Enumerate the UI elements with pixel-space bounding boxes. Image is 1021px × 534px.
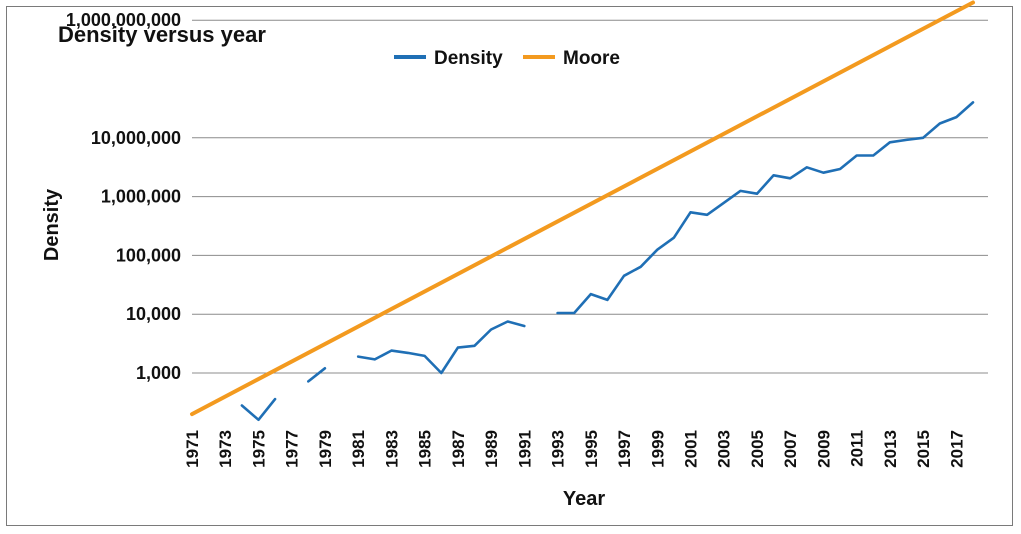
chart-title: Density versus year bbox=[58, 22, 266, 47]
x-tick-label: 1971 bbox=[183, 430, 202, 468]
series-line-density bbox=[556, 101, 975, 315]
x-tick-label: 1987 bbox=[449, 430, 468, 468]
x-tick-label: 2011 bbox=[848, 430, 867, 467]
x-tick-label: 1993 bbox=[549, 430, 568, 468]
x-axis-ticks: 1971 1973 1975 1977 1979 1981 1983 1985 1987 1989… bbox=[183, 430, 966, 468]
y-tick-label: 10,000,000 bbox=[91, 128, 181, 148]
x-tick-label: 1999 bbox=[648, 430, 667, 468]
series-line-density bbox=[356, 320, 526, 375]
x-tick-label: 1997 bbox=[615, 430, 634, 468]
y-tick-label: 10,000 bbox=[126, 304, 181, 324]
x-tick-label: 2009 bbox=[814, 430, 833, 468]
x-tick-label: 1973 bbox=[216, 430, 235, 468]
x-tick-label: 2003 bbox=[715, 430, 734, 468]
x-tick-label: 1985 bbox=[416, 430, 435, 468]
x-axis-label: Year bbox=[563, 488, 605, 510]
x-tick-label: 2005 bbox=[748, 430, 767, 468]
x-tick-label: 2013 bbox=[881, 430, 900, 468]
chart-frame bbox=[6, 6, 1013, 526]
legend: Density Moore bbox=[394, 48, 620, 69]
y-axis-ticks: 1,000 10,000 100,000 1,000,000 10,000,000 1,0… bbox=[66, 10, 181, 383]
y-tick-label: 1,000,000 bbox=[101, 187, 181, 207]
y-tick-label: 1,000 bbox=[136, 363, 181, 383]
y-tick-label: 100,000 bbox=[116, 245, 181, 265]
x-tick-label: 1977 bbox=[283, 430, 302, 468]
x-tick-label: 1995 bbox=[582, 430, 601, 468]
legend-moore-label: Moore bbox=[563, 48, 620, 69]
x-tick-label: 2017 bbox=[947, 430, 966, 468]
series-line-density bbox=[306, 366, 327, 383]
series-line-density bbox=[240, 397, 277, 422]
x-tick-label: 2007 bbox=[781, 430, 800, 468]
x-tick-label: 1981 bbox=[349, 430, 368, 468]
x-tick-label: 1991 bbox=[515, 430, 534, 468]
series-lines bbox=[190, 0, 975, 422]
x-tick-label: 1983 bbox=[382, 430, 401, 468]
y-tick-label: 1,000,000,000 bbox=[66, 10, 181, 30]
x-tick-label: 2001 bbox=[682, 430, 701, 468]
y-axis-label: Density bbox=[41, 188, 63, 261]
x-tick-label: 1989 bbox=[482, 430, 501, 468]
x-tick-label: 1979 bbox=[316, 430, 335, 468]
legend-density-label: Density bbox=[434, 48, 503, 69]
x-tick-label: 2015 bbox=[914, 430, 933, 468]
gridlines bbox=[192, 19, 988, 374]
x-tick-label: 1975 bbox=[249, 430, 268, 468]
series-line-moore bbox=[190, 0, 975, 417]
